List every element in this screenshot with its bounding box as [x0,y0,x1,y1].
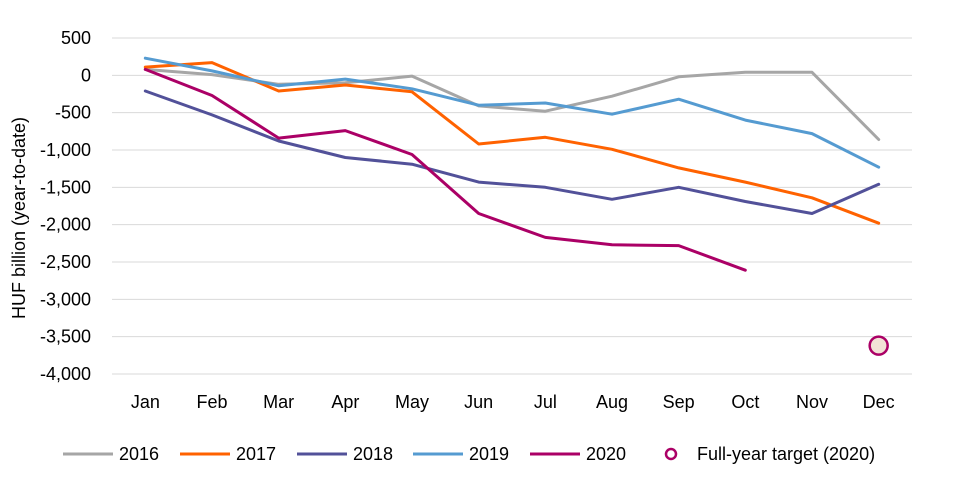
y-tick-label: -3,000 [40,289,91,309]
legend-label-2018: 2018 [353,444,393,464]
x-tick-label: Mar [263,392,294,412]
x-axis-ticks: Jan Feb Mar Apr May Jun Jul Aug Sep Oct Nov Dec [131,392,895,412]
y-axis-ticks: 500 0 -500 -1,000 -1,500 -2,000 -2,500 -3,000 -3… [40,28,91,384]
target-marker [868,335,889,356]
y-tick-label: -1,000 [40,140,91,160]
y-tick-label: -4,000 [40,364,91,384]
gridlines [112,37,912,375]
legend-swatch-target [664,447,678,461]
x-tick-label: Apr [331,392,359,412]
y-tick-label: -1,500 [40,177,91,197]
x-tick-label: Nov [796,392,828,412]
legend-label-2017: 2017 [236,444,276,464]
series-line-2020 [143,67,747,272]
y-tick-label: 500 [61,28,91,48]
x-tick-label: Aug [596,392,628,412]
series-line-2019 [143,56,881,169]
series-line-2017 [143,61,881,225]
y-tick-label: 0 [81,65,91,85]
series-lines [143,56,881,272]
x-tick-label: Jul [534,392,557,412]
x-tick-label: Jun [464,392,493,412]
series-line-2018 [143,89,881,215]
legend-label-2016: 2016 [119,444,159,464]
legend-label-2019: 2019 [469,444,509,464]
y-tick-label: -500 [55,103,91,123]
y-axis-title: HUF billion (year-to-date) [9,117,29,319]
y-tick-label: -3,500 [40,327,91,347]
legend-label-2020: 2020 [586,444,626,464]
x-tick-label: Feb [196,392,227,412]
x-tick-label: Dec [863,392,895,412]
y-tick-label: -2,500 [40,252,91,272]
legend-label-target: Full-year target (2020) [697,444,875,464]
legend: 2016 2017 2018 2019 2020 Full-year target (20… [63,444,875,464]
x-tick-label: May [395,392,429,412]
x-tick-label: Oct [731,392,759,412]
target-marker-layer [868,335,889,356]
x-tick-label: Jan [131,392,160,412]
x-tick-label: Sep [663,392,695,412]
y-tick-label: -2,000 [40,215,91,235]
